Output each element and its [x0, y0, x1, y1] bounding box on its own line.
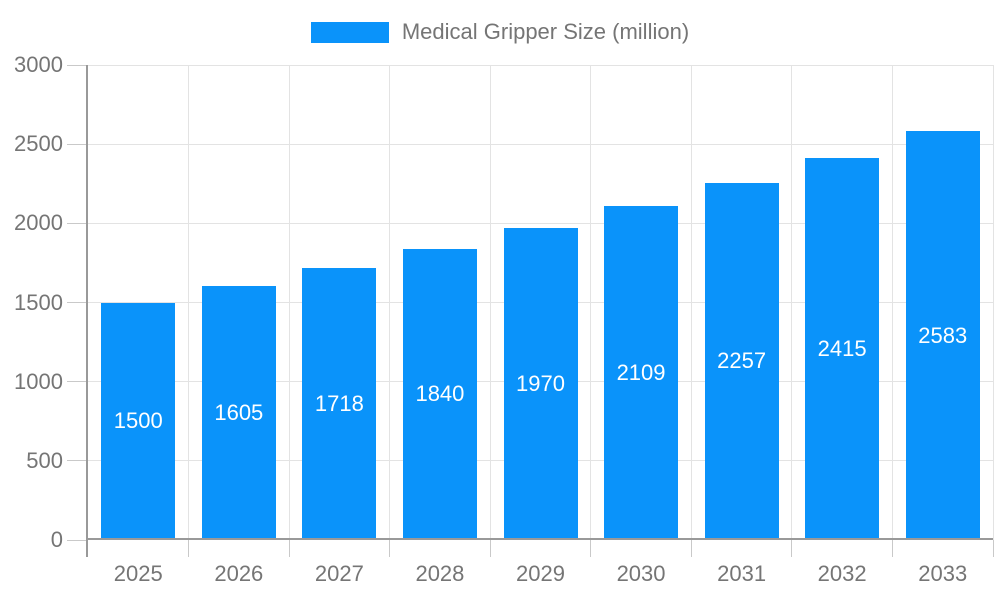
y-axis-tick — [67, 222, 88, 224]
bar-value-label: 2583 — [918, 322, 968, 348]
x-tick-label: 2031 — [717, 561, 767, 586]
x-axis-tick — [188, 540, 190, 557]
legend-item[interactable]: Medical Gripper Size (million) — [0, 18, 1000, 46]
bar-value-label: 1840 — [415, 381, 465, 407]
bar[interactable] — [503, 228, 578, 540]
y-tick-label: 2000 — [14, 210, 63, 236]
x-gridline — [791, 65, 793, 540]
x-axis-tick — [891, 540, 893, 557]
x-tick-label: 2026 — [214, 561, 264, 586]
y-axis-line — [86, 65, 88, 557]
bar[interactable] — [604, 206, 679, 540]
x-gridline — [690, 65, 692, 540]
x-axis-tick — [288, 540, 290, 557]
x-gridline — [188, 65, 190, 540]
y-tick-label: 0 — [50, 527, 63, 552]
bar[interactable] — [805, 157, 880, 540]
bar-value-label: 2415 — [817, 335, 867, 361]
y-gridline — [88, 143, 993, 145]
y-gridline — [88, 222, 993, 224]
bar[interactable] — [101, 302, 176, 540]
y-axis-tick — [67, 143, 88, 145]
y-axis-tick — [67, 460, 88, 462]
x-tick-label: 2029 — [516, 561, 565, 586]
bar[interactable] — [704, 182, 779, 540]
x-axis-tick — [791, 540, 793, 557]
x-tick-label: 2028 — [415, 561, 465, 586]
legend-label: Medical Gripper Size (million) — [401, 19, 690, 44]
bar[interactable] — [201, 285, 276, 540]
bar[interactable] — [302, 267, 377, 540]
x-tick-label: 2032 — [817, 561, 867, 586]
x-axis-line — [86, 538, 993, 540]
bar-value-label: 2109 — [616, 360, 666, 386]
y-tick-label: 2500 — [14, 131, 63, 157]
x-axis-tick — [992, 540, 994, 557]
bar[interactable] — [905, 131, 980, 540]
x-tick-label: 2027 — [314, 561, 364, 586]
bar-value-label: 1718 — [314, 390, 364, 416]
x-tick-label: 2033 — [918, 561, 968, 586]
x-axis-tick — [489, 540, 491, 557]
y-axis-tick — [67, 302, 88, 303]
x-axis-tick — [389, 540, 391, 557]
x-axis-tick — [590, 540, 592, 557]
bar[interactable] — [402, 248, 477, 540]
x-gridline — [489, 65, 491, 540]
x-gridline — [288, 65, 290, 540]
x-gridline — [992, 65, 994, 540]
x-axis-tick — [690, 540, 692, 557]
y-tick-label: 500 — [26, 447, 63, 473]
legend-swatch — [310, 21, 389, 43]
bar-value-label: 1970 — [516, 371, 565, 397]
y-gridline — [88, 64, 993, 66]
y-tick-label: 1000 — [14, 368, 63, 394]
x-gridline — [590, 65, 592, 540]
x-tick-label: 2025 — [113, 561, 163, 586]
x-gridline — [389, 65, 391, 540]
y-tick-label: 3000 — [14, 52, 63, 77]
x-gridline — [891, 65, 893, 540]
bar-value-label: 1500 — [113, 408, 163, 434]
bar-value-label: 2257 — [717, 348, 767, 374]
y-axis-tick — [67, 539, 88, 541]
y-tick-label: 1500 — [14, 289, 63, 315]
x-tick-label: 2030 — [616, 561, 666, 586]
y-axis-tick — [67, 64, 88, 66]
y-axis-tick — [67, 381, 88, 383]
bar-value-label: 1605 — [214, 399, 264, 425]
